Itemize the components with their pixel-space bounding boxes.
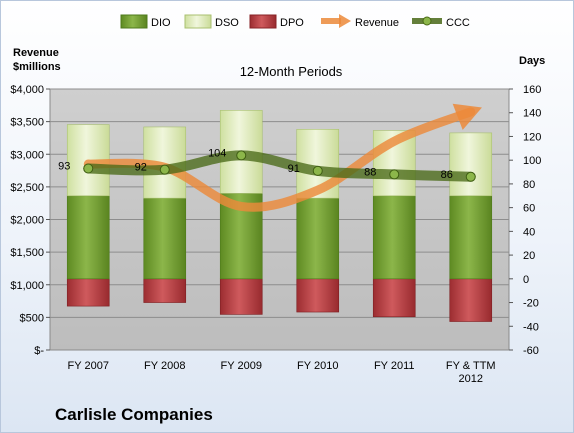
- legend-label-dso: DSO: [215, 17, 239, 29]
- ccc-point: [465, 171, 476, 182]
- bar-dio: [66, 195, 110, 280]
- ccc-data-label: 93: [58, 160, 70, 172]
- bar-dpo: [296, 278, 340, 313]
- right-tick-label: -60: [523, 345, 539, 357]
- legend-swatch-dso: [184, 14, 212, 29]
- right-tick-label: 60: [523, 203, 535, 215]
- right-tick-label: 40: [523, 226, 535, 238]
- bar-dpo: [449, 278, 493, 322]
- right-tick-label: 0: [523, 274, 529, 286]
- right-axis-title: Days: [519, 55, 545, 67]
- legend-label-ccc: CCC: [446, 17, 470, 29]
- bar-dpo: [66, 278, 110, 307]
- company-name: Carlisle Companies: [55, 405, 213, 424]
- left-tick-label: $1,000: [10, 280, 44, 292]
- category-label: FY 2010: [297, 360, 338, 372]
- legend-swatch-dio: [120, 14, 148, 29]
- left-tick-label: $1,500: [10, 247, 44, 259]
- left-tick-label: $3,500: [10, 117, 44, 129]
- right-tick-label: 140: [523, 108, 541, 120]
- left-axis-title-line1: Revenue: [13, 47, 59, 59]
- category-label: FY & TTM: [446, 360, 496, 372]
- ccc-data-label: 92: [135, 162, 147, 174]
- bar-dio: [449, 195, 493, 280]
- right-tick-label: 80: [523, 179, 535, 191]
- bar-dpo: [372, 278, 416, 318]
- legend-label-revenue: Revenue: [355, 17, 399, 29]
- left-tick-label: $4,000: [10, 84, 44, 96]
- ccc-point: [236, 150, 247, 161]
- bar-dio: [372, 195, 416, 280]
- ccc-data-label: 86: [441, 169, 453, 181]
- right-tick-label: 100: [523, 155, 541, 167]
- bar-dso: [449, 132, 493, 197]
- ccc-data-label: 88: [364, 166, 376, 178]
- left-axis-title-line2: $millions: [13, 61, 61, 73]
- ccc-point: [312, 165, 323, 176]
- left-tick-label: $500: [20, 312, 44, 324]
- bar-dio: [296, 197, 340, 280]
- right-tick-label: 160: [523, 84, 541, 96]
- chart-title: 12-Month Periods: [240, 64, 343, 79]
- category-labels: FY 2007 FY 2008 FY 2009 FY 2010 FY 2011 FY & …: [68, 360, 496, 385]
- ccc-data-label: 91: [288, 163, 300, 175]
- right-axis-ticks: -60 -40 -20 0 20 40 60 80 100 120 140 160: [509, 84, 541, 357]
- ccc-line: [83, 150, 476, 182]
- category-label: FY 2008: [144, 360, 185, 372]
- ccc-data-label: 104: [208, 147, 226, 159]
- right-tick-label: 120: [523, 131, 541, 143]
- right-tick-label: -20: [523, 298, 539, 310]
- ccc-series: 93 92 104 91 88 86: [58, 147, 476, 182]
- category-label: 2012: [459, 373, 483, 385]
- legend-label-dpo: DPO: [280, 17, 304, 29]
- ccc-point: [159, 164, 170, 175]
- legend: DIO DSO DPO Revenue CCC: [120, 14, 470, 29]
- legend-swatch-dpo: [249, 14, 277, 29]
- ccc-point: [83, 163, 94, 174]
- left-axis-ticks: $- $500 $1,000 $1,500 $2,000 $2,500 $3,000 $3,5…: [10, 84, 50, 357]
- legend-swatch-revenue: [321, 14, 351, 28]
- revenue-arrowhead: [452, 103, 482, 130]
- right-tick-label: -40: [523, 321, 539, 333]
- bar-dpo: [219, 278, 263, 315]
- ccc-point: [389, 169, 400, 180]
- legend-label-dio: DIO: [151, 17, 171, 29]
- left-tick-label: $3,000: [10, 149, 44, 161]
- legend-swatch-ccc: [412, 16, 442, 26]
- left-tick-label: $2,500: [10, 182, 44, 194]
- category-label: FY 2007: [68, 360, 109, 372]
- left-tick-label: $2,000: [10, 215, 44, 227]
- right-tick-label: 20: [523, 250, 535, 262]
- bar-dpo: [143, 278, 187, 303]
- category-label: FY 2011: [374, 360, 415, 372]
- bar-dio: [143, 197, 187, 280]
- left-tick-label: $-: [34, 345, 44, 357]
- category-label: FY 2009: [221, 360, 262, 372]
